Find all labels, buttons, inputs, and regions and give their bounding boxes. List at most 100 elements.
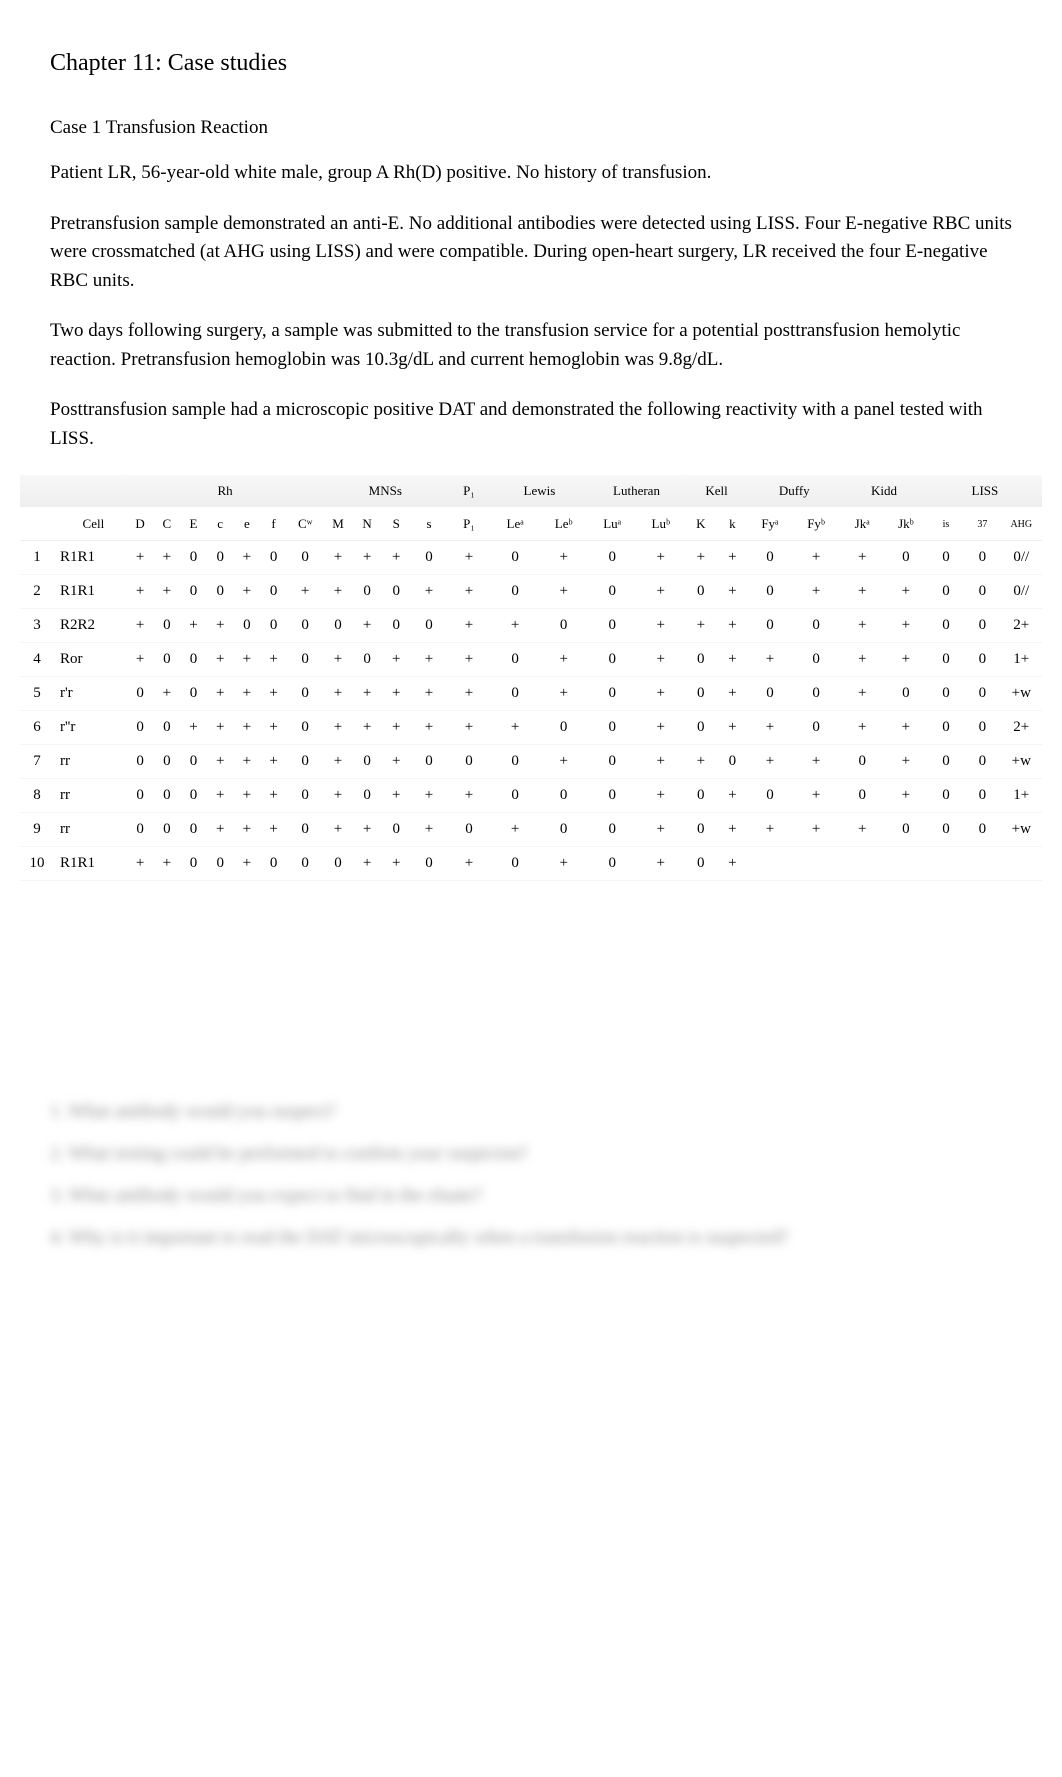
table-cell: 0 bbox=[411, 609, 447, 643]
table-cell: + bbox=[447, 779, 491, 813]
table-cell: + bbox=[717, 779, 749, 813]
table-column-header: M bbox=[323, 508, 352, 541]
table-row: 6r''r00++++0++++++00+0++0++002+ bbox=[20, 711, 1042, 745]
table-cell: 0 bbox=[287, 847, 324, 881]
table-cell: + bbox=[491, 813, 540, 847]
table-cell: + bbox=[323, 711, 352, 745]
questions-section: 1. What antibody would you suspect? 2. W… bbox=[0, 881, 1062, 1249]
table-cell: 0 bbox=[127, 711, 154, 745]
table-cell: 0 bbox=[153, 643, 180, 677]
table-cell: + bbox=[382, 677, 411, 711]
table-cell: 0 bbox=[234, 609, 261, 643]
table-cell: 0 bbox=[685, 575, 717, 609]
table-cell: 0 bbox=[685, 813, 717, 847]
table-cell: + bbox=[234, 847, 261, 881]
table-cell: 0 bbox=[685, 711, 717, 745]
table-cell: 0 bbox=[180, 575, 207, 609]
row-number: 4 bbox=[20, 643, 54, 677]
table-group-header: Rh bbox=[127, 475, 324, 508]
table-cell: + bbox=[260, 711, 287, 745]
table-cell: 0 bbox=[840, 745, 884, 779]
table-cell: + bbox=[207, 745, 234, 779]
table-cell: + bbox=[353, 609, 382, 643]
table-cell: 0 bbox=[287, 609, 324, 643]
table-cell: + bbox=[636, 847, 685, 881]
table-cell: + bbox=[636, 541, 685, 575]
table-cell: + bbox=[748, 643, 792, 677]
table-cell: + bbox=[685, 745, 717, 779]
table-column-header: Cell bbox=[54, 508, 127, 541]
table-cell: 0 bbox=[153, 779, 180, 813]
table-cell bbox=[964, 847, 1000, 881]
table-cell: + bbox=[491, 711, 540, 745]
table-cell: + bbox=[884, 779, 928, 813]
table-cell: 0 bbox=[491, 541, 540, 575]
table-cell bbox=[1001, 847, 1042, 881]
table-cell: 0 bbox=[260, 541, 287, 575]
table-cell: + bbox=[234, 779, 261, 813]
table-cell: 0 bbox=[491, 745, 540, 779]
table-cell: + bbox=[260, 677, 287, 711]
table-cell: 0 bbox=[685, 677, 717, 711]
row-number: 5 bbox=[20, 677, 54, 711]
row-number: 10 bbox=[20, 847, 54, 881]
table-cell: 0 bbox=[928, 779, 964, 813]
table-cell: 0 bbox=[127, 677, 154, 711]
table-cell: 0// bbox=[1001, 575, 1042, 609]
table-cell: 0 bbox=[928, 745, 964, 779]
table-cell: + bbox=[717, 541, 749, 575]
table-cell: 0 bbox=[382, 575, 411, 609]
table-cell: + bbox=[636, 677, 685, 711]
table-column-header: Cʷ bbox=[287, 508, 324, 541]
table-cell: + bbox=[382, 847, 411, 881]
table-cell: 0 bbox=[539, 609, 588, 643]
table-cell: + bbox=[234, 677, 261, 711]
table-cell: + bbox=[382, 711, 411, 745]
table-cell: + bbox=[884, 711, 928, 745]
table-cell: + bbox=[260, 779, 287, 813]
table-row: 8rr000+++0+0+++000+0+0+0+001+ bbox=[20, 779, 1042, 813]
table-cell: 0 bbox=[928, 575, 964, 609]
table-cell: + bbox=[260, 745, 287, 779]
table-row: 10R1R1++00+000++0+0+0+0+ bbox=[20, 847, 1042, 881]
antibody-panel-table-wrap: RhMNSsP₁LewisLutheranKellDuffyKiddLISS C… bbox=[20, 475, 1042, 881]
table-cell: + bbox=[884, 643, 928, 677]
table-cell: 0 bbox=[207, 847, 234, 881]
table-column-header: S bbox=[382, 508, 411, 541]
table-cell bbox=[884, 847, 928, 881]
table-column-header: e bbox=[234, 508, 261, 541]
table-cell: + bbox=[884, 575, 928, 609]
table-cell: + bbox=[717, 813, 749, 847]
table-cell: 0 bbox=[748, 779, 792, 813]
table-row: 3R2R2+0++0000+00++00+++00++002+ bbox=[20, 609, 1042, 643]
table-cell: 0 bbox=[153, 745, 180, 779]
table-cell: + bbox=[717, 677, 749, 711]
table-cell: + bbox=[411, 711, 447, 745]
table-cell: + bbox=[636, 745, 685, 779]
table-cell: + bbox=[234, 541, 261, 575]
table-cell: + bbox=[884, 609, 928, 643]
table-cell: + bbox=[382, 541, 411, 575]
table-row: 9rr000+++0++0+0+00+0++++000+w bbox=[20, 813, 1042, 847]
row-number: 9 bbox=[20, 813, 54, 847]
table-column-header: P₁ bbox=[447, 508, 491, 541]
table-cell: 0 bbox=[539, 711, 588, 745]
table-group-header: MNSs bbox=[323, 475, 447, 508]
table-cell: 0 bbox=[792, 711, 841, 745]
table-row: 7rr000+++0+0+000+0++0++0+00+w bbox=[20, 745, 1042, 779]
table-cell: 0 bbox=[928, 677, 964, 711]
table-cell: + bbox=[411, 813, 447, 847]
table-column-header: s bbox=[411, 508, 447, 541]
table-cell: 0 bbox=[180, 813, 207, 847]
table-cell: + bbox=[323, 541, 352, 575]
table-cell: + bbox=[792, 745, 841, 779]
table-cell: 0 bbox=[287, 677, 324, 711]
row-number: 2 bbox=[20, 575, 54, 609]
table-cell: 0 bbox=[153, 813, 180, 847]
table-cell: + bbox=[748, 745, 792, 779]
table-cell: 0 bbox=[323, 847, 352, 881]
table-cell: + bbox=[153, 575, 180, 609]
table-cell: 0 bbox=[287, 745, 324, 779]
table-cell: 0 bbox=[180, 643, 207, 677]
table-cell: 0 bbox=[964, 609, 1000, 643]
